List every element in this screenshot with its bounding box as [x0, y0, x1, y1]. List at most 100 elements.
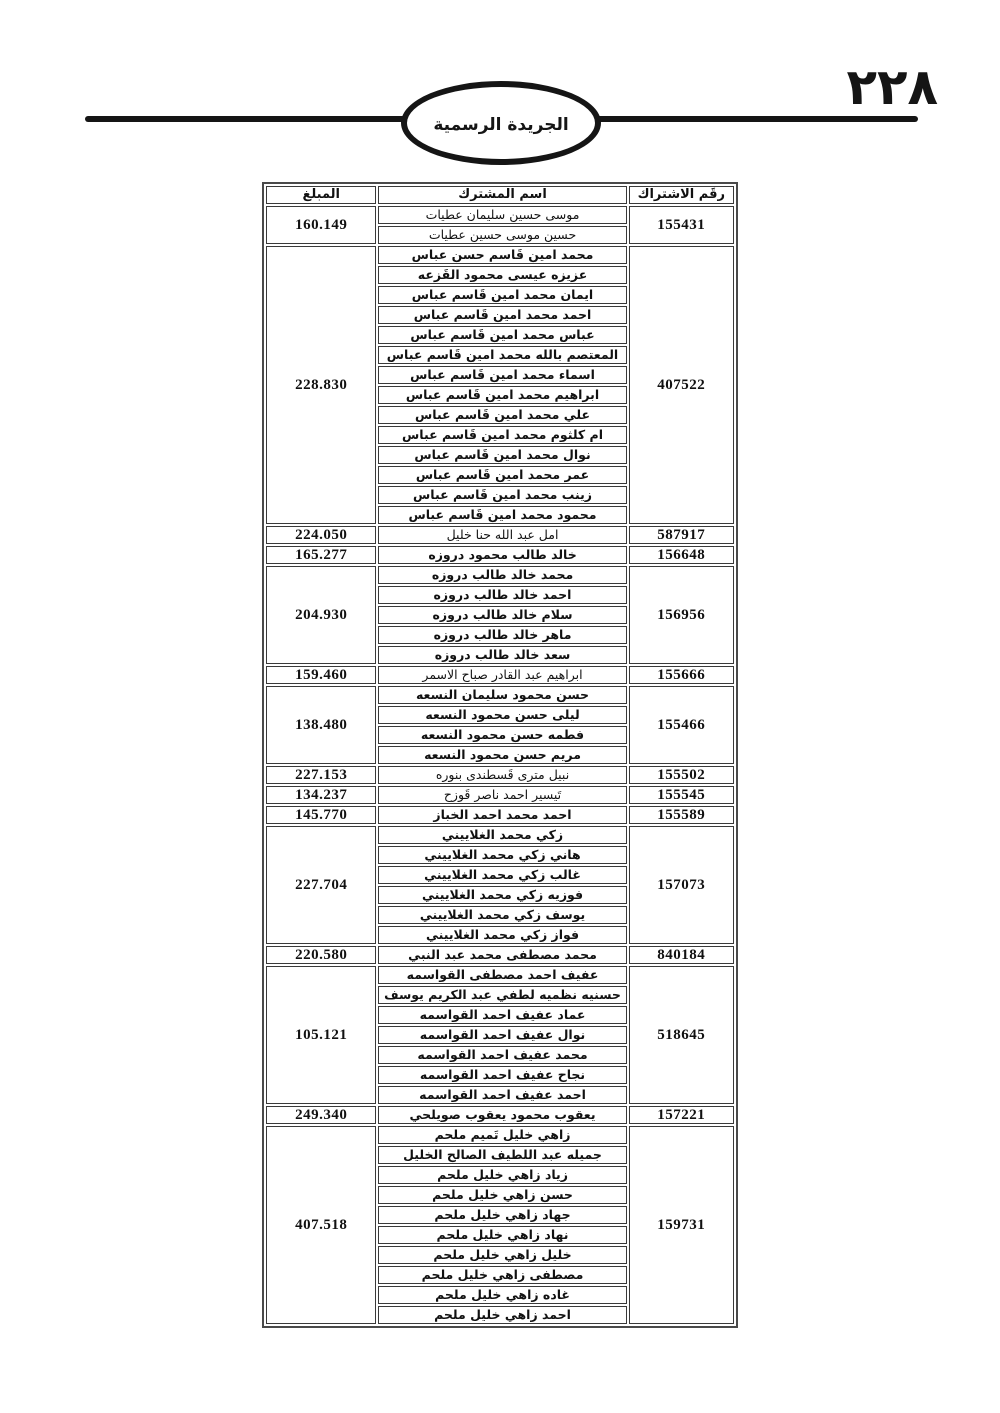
table-row: 157221 يعقوب محمود يعقوب صويلحي 249.340 [266, 1106, 734, 1124]
subscriber-name-cell: احمد زاهي خليل ملحم [378, 1306, 627, 1324]
table-row: زينب محمد امين قَاسم عباس [266, 486, 734, 504]
subscription-number-cell: 155466 [628, 686, 734, 764]
amount-cell: 160.149 [266, 206, 377, 244]
subscribers-table: رقَم الاشتراك اسم المشترك المبلغ 155431 م… [262, 182, 738, 1328]
subscriber-name-cell: ابراهيم عبد القادر صباح الاسمر [378, 666, 627, 684]
table-row: غاده زاهي خليل ملحم [266, 1286, 734, 1304]
subscription-number-cell: 518645 [628, 966, 734, 1104]
subscriber-name-cell: حسين موسى حسين عطيات [378, 226, 627, 244]
subscriber-name-cell: غالب زكي محمد الغلاييني [378, 866, 627, 884]
amount-cell: 249.340 [266, 1106, 377, 1124]
subscriber-name-cell: ايمان محمد امين قَاسم عباس [378, 286, 627, 304]
table-header-row: رقَم الاشتراك اسم المشترك المبلغ [266, 186, 734, 204]
table-row: زياد زاهي خليل ملحم [266, 1166, 734, 1184]
amount-cell: 224.050 [266, 526, 377, 544]
subscriber-name-cell: فطمه حسن محمود النسعه [378, 726, 627, 744]
header-subscription-number: رقَم الاشتراك [628, 186, 734, 204]
amount-cell: 220.580 [266, 946, 377, 964]
subscriber-name-cell: سعد خالد طالب دروزه [378, 646, 627, 664]
table-row: سعد خالد طالب دروزه [266, 646, 734, 664]
amount-cell: 204.930 [266, 566, 377, 664]
subscriber-name-cell: فوزيه زكي محمد الغلاييني [378, 886, 627, 904]
amount-cell: 227.153 [266, 766, 377, 784]
table-row: 155431 موسى حسين سليمان عطيات 160.149 [266, 206, 734, 244]
subscriber-name-cell: هاني زكي محمد الغلاييني [378, 846, 627, 864]
subscriber-name-cell: نوال عفيف احمد القواسمه [378, 1026, 627, 1044]
table-row: 587917 امل عبد الله حنا خليل 224.050 [266, 526, 734, 544]
subscriber-name-cell: زكي محمد الغلاييني [378, 826, 627, 844]
subscriber-name-cell: المعتصم بالله محمد امين قَاسم عباس [378, 346, 627, 364]
table-row: سلام خالد طالب دروزه [266, 606, 734, 624]
table-row: اسماء محمد امين قَاسم عباس [266, 366, 734, 384]
amount-cell: 105.121 [266, 966, 377, 1104]
table-row: علي محمد امين قَاسم عباس [266, 406, 734, 424]
table-row: فوزيه زكي محمد الغلاييني [266, 886, 734, 904]
subscriber-name-cell: عفيف احمد مصطفى القواسمه [378, 966, 627, 984]
table-row: ابراهيم محمد امين قَاسم عباس [266, 386, 734, 404]
subscriber-name-cell: حسن محمود سليمان النسعه [378, 686, 627, 704]
subscriber-name-cell: يوسف زكي محمد الغلاييني [378, 906, 627, 924]
table-row: مريم حسن محمود النسعه [266, 746, 734, 764]
table-row: 156956 محمد خالد طالب دروزه 204.930 [266, 566, 734, 664]
table-row: 157073 زكي محمد الغلاييني 227.704 [266, 826, 734, 944]
table-row: 155589 احمد محمد احمد الخباز 145.770 [266, 806, 734, 824]
subscriber-name-cell: احمد خالد طالب دروزه [378, 586, 627, 604]
subscriber-name-cell: حسن زاهي خليل ملحم [378, 1186, 627, 1204]
amount-cell: 138.480 [266, 686, 377, 764]
subscriber-name-cell: محمد عفيف احمد القواسمه [378, 1046, 627, 1064]
subscriber-name-cell: عمر محمد امين قَاسم عباس [378, 466, 627, 484]
table-row: هاني زكي محمد الغلاييني [266, 846, 734, 864]
table-row: عمر محمد امين قَاسم عباس [266, 466, 734, 484]
subscription-number-cell: 159731 [628, 1126, 734, 1324]
header-amount: المبلغ [266, 186, 377, 204]
page-number: ٢٢٨ [846, 58, 938, 116]
table-row: 840184 محمد مصطفى محمد عبد النبي 220.580 [266, 946, 734, 964]
table-row: حسنيه نظميه لطفي عبد الكريم يوسف [266, 986, 734, 1004]
table-row: محمود محمد امين قَاسم عباس [266, 506, 734, 524]
table-row: محمد عفيف احمد القواسمه [266, 1046, 734, 1064]
subscriber-name-cell: نجاح عفيف احمد القواسمه [378, 1066, 627, 1084]
subscriber-name-cell: خليل زاهي خليل ملحم [378, 1246, 627, 1264]
subscriber-name-cell: نبيل مترى قَسطندى بنوره [378, 766, 627, 784]
subscription-number-cell: 840184 [628, 946, 734, 964]
table-row: 155502 نبيل مترى قَسطندى بنوره 227.153 [266, 766, 734, 784]
table-row: عماد عفيف احمد القواسمه [266, 1006, 734, 1024]
subscriber-name-cell: ليلى حسن محمود النسعه [378, 706, 627, 724]
amount-cell: 227.704 [266, 826, 377, 944]
subscriber-name-cell: محمد امين قَاسم حسن عباس [378, 246, 627, 264]
table-row: مصطفى زاهي خليل ملحم [266, 1266, 734, 1284]
table-row: احمد زاهي خليل ملحم [266, 1306, 734, 1324]
subscriber-name-cell: محمود محمد امين قَاسم عباس [378, 506, 627, 524]
subscription-number-cell: 156956 [628, 566, 734, 664]
subscriber-name-cell: ابراهيم محمد امين قَاسم عباس [378, 386, 627, 404]
amount-cell: 407.518 [266, 1126, 377, 1324]
table-row: المعتصم بالله محمد امين قَاسم عباس [266, 346, 734, 364]
subscription-number-cell: 156648 [628, 546, 734, 564]
subscriber-name-cell: زاهي خليل تَميم ملحم [378, 1126, 627, 1144]
table-row: نوال عفيف احمد القواسمه [266, 1026, 734, 1044]
table-row: 159731 زاهي خليل تَميم ملحم 407.518 [266, 1126, 734, 1324]
subscriber-name-cell: امل عبد الله حنا خليل [378, 526, 627, 544]
amount-cell: 165.277 [266, 546, 377, 564]
table-row: احمد عفيف احمد القواسمه [266, 1086, 734, 1104]
table-row: نهاد زاهي خليل ملحم [266, 1226, 734, 1244]
table-row: 156648 خالد طالب محمود دروزه 165.277 [266, 546, 734, 564]
table-row: فطمه حسن محمود النسعه [266, 726, 734, 744]
table-row: حسن زاهي خليل ملحم [266, 1186, 734, 1204]
table-body: 155431 موسى حسين سليمان عطيات 160.149 حسين … [266, 206, 734, 1324]
subscriber-name-cell: عباس محمد امين قَاسم عباس [378, 326, 627, 344]
subscriber-name-cell: فواز زكي محمد الغلاييني [378, 926, 627, 944]
banner-ellipse: الجريدة الرسمية [401, 81, 601, 165]
table-row: احمد محمد امين قَاسم عباس [266, 306, 734, 324]
subscriber-name-cell: احمد محمد احمد الخباز [378, 806, 627, 824]
subscriber-name-cell: عزيزه عيسى محمود القَزعه [378, 266, 627, 284]
subscriber-name-cell: يعقوب محمود يعقوب صويلحي [378, 1106, 627, 1124]
table-row: ليلى حسن محمود النسعه [266, 706, 734, 724]
subscriber-name-cell: زينب محمد امين قَاسم عباس [378, 486, 627, 504]
subscriber-name-cell: سلام خالد طالب دروزه [378, 606, 627, 624]
table-row: جميله عبد اللطيف الصالح الخليل [266, 1146, 734, 1164]
table-row: غالب زكي محمد الغلاييني [266, 866, 734, 884]
subscriber-name-cell: محمد مصطفى محمد عبد النبي [378, 946, 627, 964]
subscriber-name-cell: مصطفى زاهي خليل ملحم [378, 1266, 627, 1284]
